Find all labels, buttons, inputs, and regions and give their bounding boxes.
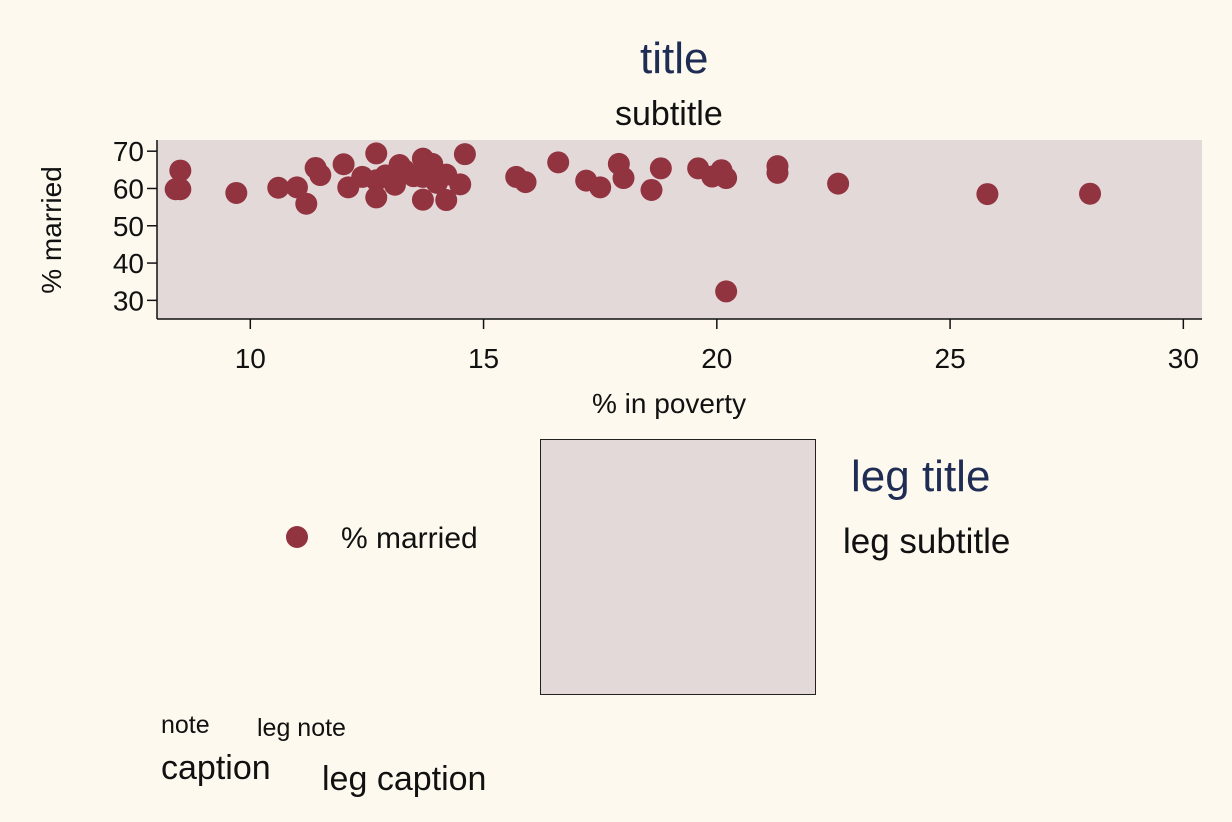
legend-box — [540, 439, 816, 695]
data-points — [164, 142, 1102, 303]
legend-note: leg note — [257, 714, 346, 742]
data-point — [169, 178, 192, 201]
legend-key-label: % married — [341, 522, 478, 555]
y-axis-label: % married — [36, 166, 67, 294]
data-point — [453, 143, 476, 166]
data-point — [715, 167, 738, 190]
data-point — [766, 161, 789, 184]
data-point — [827, 172, 850, 195]
x-tick-label: 30 — [1168, 343, 1199, 374]
data-point — [547, 151, 570, 174]
y-tick-label: 30 — [113, 285, 144, 316]
note: note — [161, 711, 210, 739]
data-point — [267, 176, 290, 199]
data-point — [435, 189, 458, 212]
data-point — [1079, 182, 1102, 205]
data-point — [449, 173, 472, 196]
data-point — [309, 164, 332, 187]
chart-title: title — [640, 34, 709, 83]
data-point — [589, 176, 612, 199]
data-point — [411, 188, 434, 211]
x-tick-label: 20 — [701, 343, 732, 374]
data-point — [225, 181, 248, 204]
legend-title: leg title — [851, 452, 991, 501]
legend-marker — [286, 526, 308, 548]
axes: 10 15 20 25 30 30 40 50 60 70 — [113, 136, 1202, 374]
caption: caption — [161, 749, 271, 787]
data-point — [365, 142, 388, 165]
data-point — [295, 192, 318, 215]
y-tick-label: 60 — [113, 173, 144, 204]
data-point — [612, 167, 635, 190]
data-point — [715, 280, 738, 303]
data-point — [365, 186, 388, 209]
plot-area — [157, 140, 1202, 319]
y-tick-label: 40 — [113, 248, 144, 279]
data-point — [640, 178, 663, 201]
legend-subtitle: leg subtitle — [843, 522, 1011, 561]
data-point — [285, 176, 308, 199]
data-point — [649, 157, 672, 180]
x-tick-label: 10 — [235, 343, 266, 374]
chart-subtitle: subtitle — [615, 95, 723, 133]
data-point — [332, 153, 355, 176]
x-tick-label: 25 — [935, 343, 966, 374]
x-tick-label: 15 — [468, 343, 499, 374]
y-tick-label: 70 — [113, 136, 144, 167]
y-tick-label: 50 — [113, 211, 144, 242]
data-point — [976, 183, 999, 206]
data-point — [514, 171, 537, 194]
data-point — [169, 159, 192, 182]
legend-caption: leg caption — [322, 760, 487, 798]
x-axis-label: % in poverty — [592, 388, 747, 419]
